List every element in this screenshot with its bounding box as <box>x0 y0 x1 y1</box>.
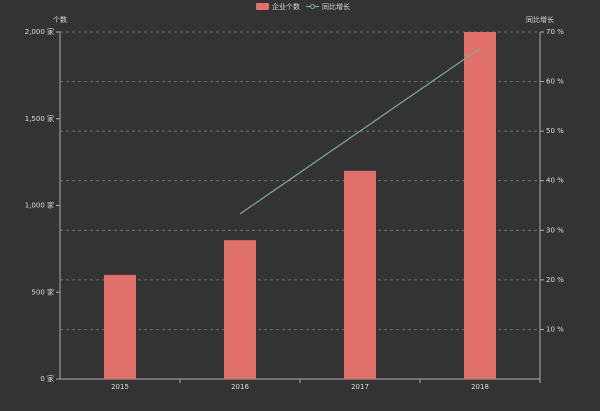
bar <box>224 240 256 379</box>
legend-swatch <box>256 3 269 10</box>
y-tick-label: 1,500 家 <box>25 114 54 123</box>
y-tick-label: 2,000 家 <box>25 27 54 36</box>
y2-tick-label: 50 % <box>546 127 564 135</box>
bar <box>344 170 376 379</box>
y2-tick-label: 60 % <box>546 78 564 86</box>
legend-label: 企业个数 <box>272 2 300 11</box>
bar <box>464 32 496 379</box>
y-tick-label: 1,000 家 <box>25 201 54 210</box>
y-tick-label: 0 家 <box>40 374 54 383</box>
line <box>239 47 481 215</box>
y2-tick-label: 30 % <box>546 226 564 234</box>
y-axis-title: 个数 <box>53 15 67 24</box>
y2-tick-label: 20 % <box>546 276 564 284</box>
legend-label: 同比增长 <box>322 2 350 11</box>
y2-tick-label: 40 % <box>546 177 564 185</box>
y-tick-label: 500 家 <box>31 287 54 296</box>
y2-tick-label: 10 % <box>546 325 564 333</box>
legend-marker <box>310 4 315 9</box>
bar <box>104 274 136 379</box>
y2-axis-title: 同比增长 <box>526 15 554 24</box>
x-tick-label: 2017 <box>351 383 369 391</box>
x-tick-label: 2018 <box>471 383 489 391</box>
y2-tick-label: 70 % <box>546 28 564 36</box>
x-tick-label: 2016 <box>231 383 249 391</box>
x-tick-label: 2015 <box>111 383 129 391</box>
